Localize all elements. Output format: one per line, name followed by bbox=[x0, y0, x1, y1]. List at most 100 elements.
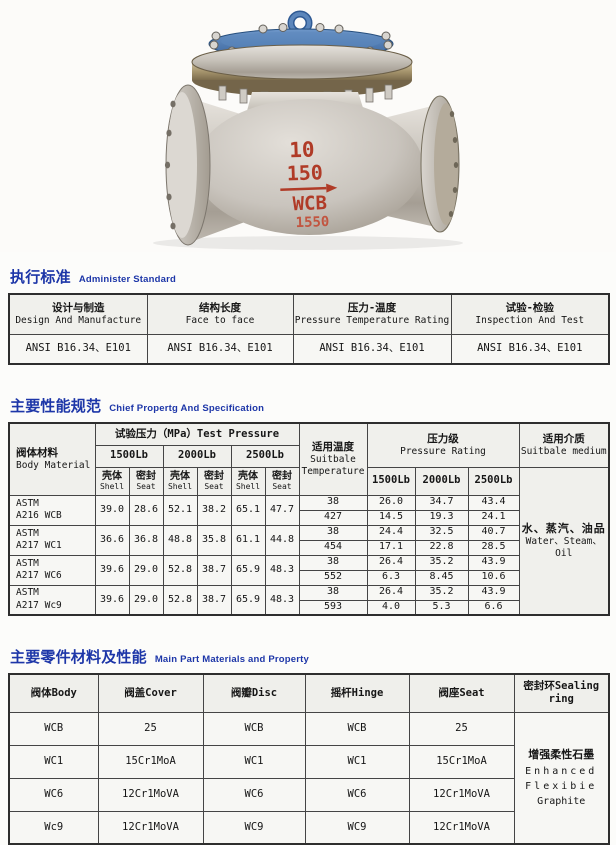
test-pressure-cell: 36.8 bbox=[128, 524, 164, 556]
spec-data-row: ASTM A217 Wc9 39.6 29.0 52.8 38.7 65.9 48.3 38 26… bbox=[8, 584, 609, 616]
materials-table: 阀体Body 阀盖Cover 阀瓣Disc 摇杆Hinge 阀座Seat 密封环… bbox=[8, 673, 610, 845]
standards-header-inspection: 试验-检验 Inspection And Test bbox=[450, 293, 610, 335]
materials-title-en: Main Part Materials and Property bbox=[154, 654, 310, 665]
standards-title-zh: 执行标准 bbox=[10, 269, 71, 286]
standards-table: 设计与制造 Design And Manufacture 结构长度 Face to … bbox=[8, 293, 610, 365]
materials-title-zh: 主要零件材料及性能 bbox=[10, 649, 147, 666]
spec-data-row: 427 14.5 19.3 24.1 bbox=[9, 509, 609, 526]
pressure-rating-cell: 35.2 bbox=[414, 584, 469, 601]
test-pressure-cell: 65.1 bbox=[230, 494, 266, 526]
spec-title-en: Chief Propertg And Specification bbox=[109, 403, 265, 414]
specification-table: 阀体材料 Body Material 试验压力（MPa）Test Pressure… bbox=[8, 422, 611, 616]
spec-data-row: ASTM A217 WC1 36.6 36.8 48.8 35.8 61.1 44.8 38 24… bbox=[8, 524, 609, 556]
pressure-rating-cell: 4.0 bbox=[366, 599, 416, 616]
test-pressure-cell: 39.6 bbox=[94, 554, 130, 586]
body-material-cell: ASTM A217 WC1 bbox=[8, 524, 96, 556]
temperature-cell: 593 bbox=[298, 599, 368, 616]
spec-header-shell-3: 壳体 Shell bbox=[230, 466, 266, 496]
pressure-rating-cell: 26.4 bbox=[366, 554, 416, 571]
spec-header-class-2500: 2500Lb bbox=[230, 444, 300, 468]
spec-header-body-material: 阀体材料 Body Material bbox=[8, 422, 96, 496]
test-pressure-cell: 38.2 bbox=[196, 494, 232, 526]
test-pressure-cell: 38.7 bbox=[196, 554, 232, 586]
flow-direction-arrow bbox=[280, 183, 338, 193]
test-pressure-cell: 28.6 bbox=[128, 494, 164, 526]
test-pressure-cell: 44.8 bbox=[264, 524, 300, 556]
pressure-rating-cell: 6.3 bbox=[366, 569, 416, 586]
marking-class: 150 bbox=[286, 160, 323, 185]
pressure-rating-cell: 10.6 bbox=[467, 569, 520, 586]
valve-shadow bbox=[153, 236, 463, 250]
standards-header-face: 结构长度 Face to face bbox=[146, 293, 294, 335]
body-material-cell: ASTM A217 WC6 bbox=[8, 554, 96, 586]
spec-data-row: ASTM A217 WC6 39.6 29.0 52.8 38.7 65.9 48.3 38 26… bbox=[8, 554, 609, 586]
spec-header-shell-2: 壳体 Shell bbox=[162, 466, 198, 496]
test-pressure-cell: 35.8 bbox=[196, 524, 232, 556]
material-cell: WC6 bbox=[8, 777, 99, 812]
standards-value-pressure-temp: ANSI B16.34、E101 bbox=[292, 333, 452, 365]
materials-header-seat: 阀座Seat bbox=[408, 673, 515, 713]
material-cell: 15Cr1MoA bbox=[97, 744, 204, 779]
standards-header-row: 设计与制造 Design And Manufacture 结构长度 Face to … bbox=[8, 293, 610, 335]
spec-header-rating-2500: 2500Lb bbox=[467, 466, 520, 496]
standards-header-pressure-temp: 压力-温度 Pressure Temperature Rating bbox=[292, 293, 452, 335]
temperature-cell: 38 bbox=[298, 584, 368, 601]
body-material-cell: ASTM A216 WCB bbox=[8, 494, 96, 526]
temperature-cell: 38 bbox=[298, 554, 368, 571]
materials-header-disc: 阀瓣Disc bbox=[202, 673, 306, 713]
material-cell: WC1 bbox=[304, 744, 410, 779]
marking-size: 10 bbox=[289, 137, 315, 162]
material-cell: WC1 bbox=[8, 744, 99, 779]
pressure-rating-cell: 43.9 bbox=[467, 584, 520, 601]
test-pressure-cell: 48.3 bbox=[264, 584, 300, 616]
spec-header-rating-2000: 2000Lb bbox=[414, 466, 469, 496]
temperature-cell: 552 bbox=[298, 569, 368, 586]
spec-data-row: 593 4.0 5.3 6.6 bbox=[9, 599, 609, 616]
test-pressure-cell: 52.1 bbox=[162, 494, 198, 526]
pressure-rating-cell: 43.9 bbox=[467, 554, 520, 571]
spec-header-class-1500: 1500Lb bbox=[94, 444, 164, 468]
spec-medium-cell: 水、蒸汽、油品 Water、Steam、Oil bbox=[518, 466, 610, 616]
pressure-rating-cell: 17.1 bbox=[366, 539, 416, 556]
pressure-rating-cell: 24.1 bbox=[467, 509, 520, 526]
spec-section-title: 主要性能规范 Chief Propertg And Specification bbox=[10, 395, 616, 416]
materials-data-row: WC6 12Cr1MoVA WC6 WC6 12Cr1MoVA bbox=[8, 777, 609, 812]
valve-body bbox=[195, 99, 423, 235]
spec-header-temperature: 适用温度 Suitbale Temperature bbox=[298, 422, 368, 496]
material-cell: 25 bbox=[97, 711, 204, 746]
materials-header-row: 阀体Body 阀盖Cover 阀瓣Disc 摇杆Hinge 阀座Seat 密封环… bbox=[8, 673, 610, 713]
spec-header-seat-1: 密封 Seat bbox=[128, 466, 164, 496]
spec-header-medium: 适用介质 Suitbale medium bbox=[518, 422, 610, 468]
pressure-rating-cell: 26.4 bbox=[366, 584, 416, 601]
temperature-cell: 427 bbox=[298, 509, 368, 526]
valve-photo: 10 150 WCB 1550 bbox=[0, 0, 616, 252]
test-pressure-cell: 52.8 bbox=[162, 584, 198, 616]
standards-value-inspection: ANSI B16.34、E101 bbox=[450, 333, 610, 365]
test-pressure-cell: 48.8 bbox=[162, 524, 198, 556]
test-pressure-cell: 61.1 bbox=[230, 524, 266, 556]
marking-material: WCB bbox=[292, 192, 327, 215]
pressure-rating-cell: 8.45 bbox=[414, 569, 469, 586]
standards-section-title: 执行标准 Administer Standard bbox=[10, 266, 616, 287]
spec-header-rating-1500: 1500Lb bbox=[366, 466, 416, 496]
test-pressure-cell: 29.0 bbox=[128, 584, 164, 616]
material-cell: WC6 bbox=[202, 777, 306, 812]
material-cell: WC6 bbox=[304, 777, 410, 812]
materials-header-cover: 阀盖Cover bbox=[97, 673, 204, 713]
material-cell: 15Cr1MoA bbox=[408, 744, 515, 779]
test-pressure-cell: 38.7 bbox=[196, 584, 232, 616]
material-cell: 12Cr1MoVA bbox=[408, 777, 515, 812]
standards-title-en: Administer Standard bbox=[78, 274, 177, 285]
materials-data-row: WCB 25 WCB WCB 25 增强柔性石墨 Enhanced Flexibie Graph… bbox=[8, 711, 610, 845]
swing-check-valve-illustration: 10 150 WCB 1550 bbox=[153, 10, 463, 250]
pressure-rating-cell: 35.2 bbox=[414, 554, 469, 571]
pressure-rating-cell: 34.7 bbox=[414, 494, 469, 511]
test-pressure-cell: 39.0 bbox=[94, 494, 130, 526]
material-cell: WCB bbox=[8, 711, 99, 746]
pressure-rating-cell: 5.3 bbox=[414, 599, 469, 616]
marking-heat-number: 1550 bbox=[295, 214, 329, 231]
spec-header-seat-3: 密封 Seat bbox=[264, 466, 300, 496]
spec-header-row-1: 阀体材料 Body Material 试验压力（MPa）Test Pressure… bbox=[8, 422, 610, 496]
pressure-rating-cell: 24.4 bbox=[366, 524, 416, 541]
